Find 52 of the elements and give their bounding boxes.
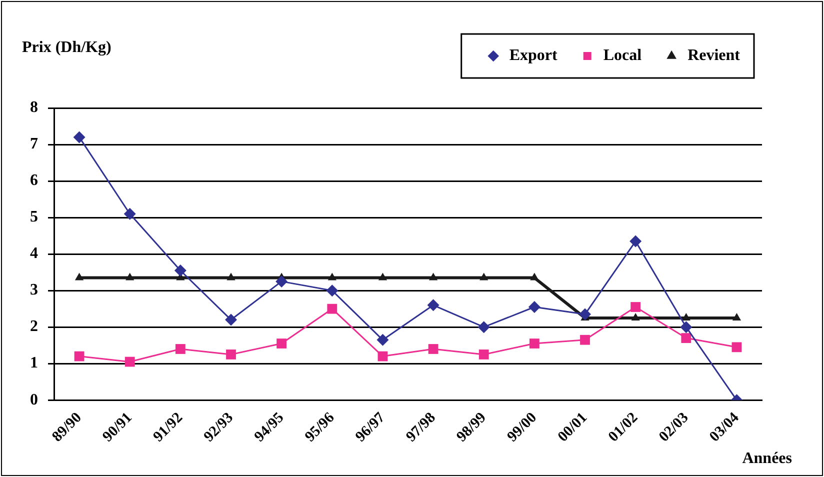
point [327,304,338,314]
point [124,208,136,220]
point [378,272,388,280]
point [680,321,692,334]
y-tick-label: 5 [30,208,38,226]
y-axis-title: Prix (Dh/Kg) [22,39,112,56]
point [225,314,237,326]
point [427,299,440,312]
y-tick-label: 7 [30,136,38,153]
point [226,272,236,280]
y-tick-label: 8 [30,99,38,116]
point [226,350,236,360]
point [276,275,288,288]
y-tick-label: 0 [30,391,38,408]
point [631,312,640,320]
point [74,351,84,362]
y-tick-label: 4 [30,245,38,262]
legend-label: Local [603,47,642,64]
point [126,272,134,280]
y-tick-label: 6 [30,172,38,190]
point [528,301,540,313]
point [579,308,591,320]
point [630,302,641,312]
point [529,338,540,348]
point [378,351,388,362]
point [682,312,690,320]
point [732,342,742,352]
point [74,272,84,280]
point [681,333,692,343]
point [630,235,642,248]
point [175,344,186,354]
point [478,321,490,334]
point [732,312,742,320]
point [376,334,389,346]
legend-label: Export [509,47,558,64]
y-tick-label: 2 [30,318,38,336]
point [276,338,287,348]
point [428,344,438,354]
point [530,272,539,280]
point [328,272,336,280]
y-tick-label: 1 [30,354,38,372]
point [174,264,186,276]
point [428,272,438,280]
legend-label: Revient [688,47,741,64]
y-tick-label: 3 [30,282,38,299]
point [480,272,488,280]
point [580,334,590,345]
point [73,131,86,144]
point [478,350,489,360]
point [326,284,338,297]
x-axis-title: Années [742,450,792,468]
point [124,356,135,367]
